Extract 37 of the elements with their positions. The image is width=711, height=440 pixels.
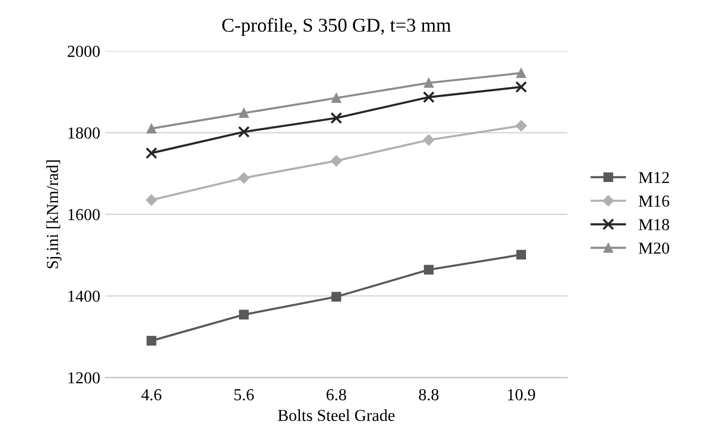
point	[330, 112, 342, 124]
x-tick-label: 5.6	[234, 389, 254, 400]
point	[331, 292, 342, 302]
point	[516, 68, 526, 78]
point	[330, 155, 342, 166]
x-tick-label: 4.6	[141, 389, 162, 400]
point	[422, 91, 435, 104]
point	[239, 310, 249, 320]
point	[238, 172, 250, 184]
point	[423, 134, 434, 146]
point	[516, 120, 527, 132]
x-axis-title: Bolts Steel Grade	[278, 409, 395, 422]
x-tick-label: 10.9	[508, 389, 536, 400]
y-tick-label: 1600	[68, 208, 100, 220]
point	[424, 264, 434, 275]
point	[516, 250, 526, 260]
legend-label: M20	[638, 242, 670, 254]
point	[238, 126, 250, 138]
legend-label: M12	[638, 172, 669, 184]
point	[239, 108, 249, 118]
x-tick-label: 8.8	[418, 389, 439, 400]
point	[515, 81, 528, 93]
y-axis-title: Sj,ini [kNm/rad]	[46, 160, 62, 268]
point	[146, 194, 158, 206]
x-tick-label: 6.8	[326, 389, 346, 400]
y-tick-label: 1800	[68, 127, 100, 139]
point	[146, 147, 158, 159]
y-tick-label: 1200	[68, 372, 100, 384]
point	[146, 124, 156, 134]
y-tick-label: 1400	[68, 290, 100, 302]
y-tick-label: 2000	[68, 46, 100, 57]
point	[331, 93, 342, 103]
point	[424, 78, 434, 88]
legend-label: M18	[638, 219, 670, 230]
point	[146, 336, 156, 346]
legend-label: M16	[638, 196, 670, 207]
chart-title: C-profile, S 350 GD, t=3 mm	[222, 18, 451, 36]
